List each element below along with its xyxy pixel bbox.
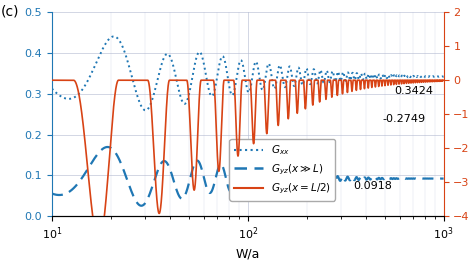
Text: 0.0918: 0.0918 (354, 182, 392, 191)
Text: (c): (c) (1, 4, 19, 18)
Text: -0.2749: -0.2749 (383, 114, 426, 124)
X-axis label: W/a: W/a (236, 248, 260, 261)
Legend: $G_{xx}$, $G_{yz}(x \gg L)$, $G_{yz}(x = L/2)$: $G_{xx}$, $G_{yz}(x \gg L)$, $G_{yz}(x =… (229, 139, 335, 201)
Text: 0.3424: 0.3424 (395, 86, 434, 96)
